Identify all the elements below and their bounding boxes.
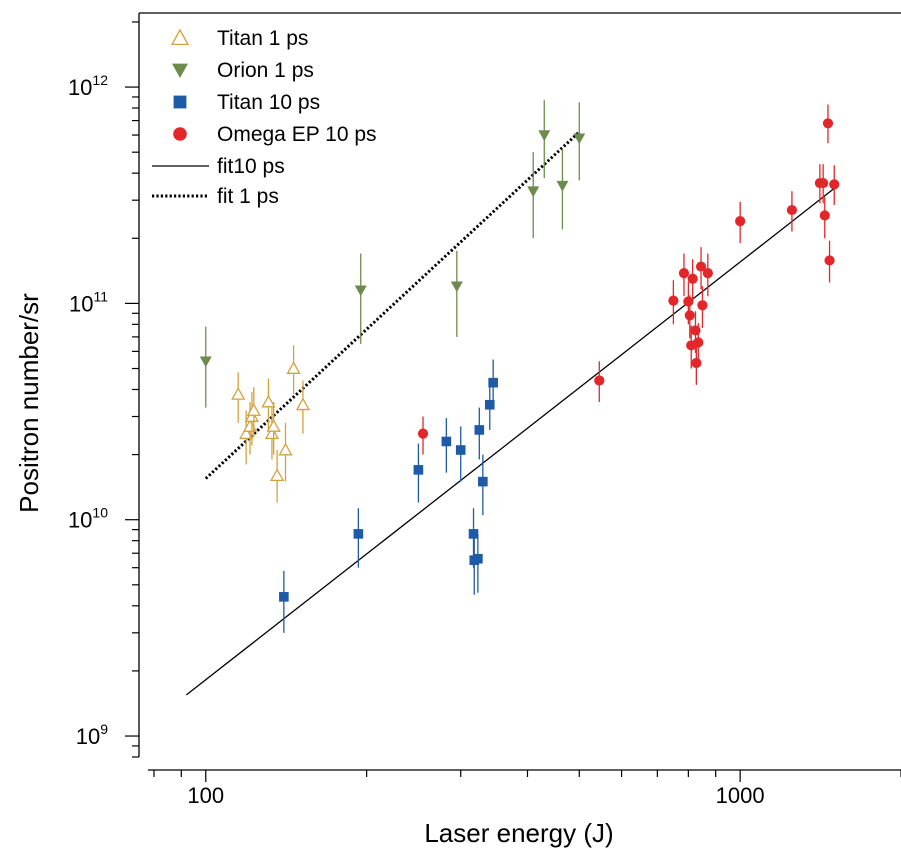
y-tick-label: 1012 xyxy=(68,72,108,100)
titan-10ps-marker xyxy=(473,553,483,564)
y-tick-label: 109 xyxy=(76,721,108,749)
data-series xyxy=(199,100,840,633)
x-axis-title: Laser energy (J) xyxy=(424,818,613,848)
fit-10ps-line xyxy=(186,187,835,696)
legend-label: fit 1 ps xyxy=(217,185,279,208)
orion-1ps-marker xyxy=(450,281,463,293)
orion-1ps-marker xyxy=(354,285,367,297)
orion-1ps-marker xyxy=(538,130,551,142)
titan-1ps-marker xyxy=(286,361,301,374)
titan-10ps-marker xyxy=(478,476,488,487)
orion-1ps-marker xyxy=(172,63,188,78)
omega-ep-10ps-marker xyxy=(173,127,187,141)
titan-1ps-marker xyxy=(278,442,293,456)
titan-10ps-marker xyxy=(173,95,187,109)
x-tick-label: 100 xyxy=(187,783,224,808)
titan-10ps-marker xyxy=(353,529,364,539)
y-tick-label: 1010 xyxy=(68,505,108,533)
legend: Titan 1 ps Orion 1 ps Titan 10 ps Omega EP … xyxy=(152,27,377,208)
x-tick-label: 1000 xyxy=(716,783,765,808)
titan-1ps-marker xyxy=(264,426,280,440)
titan-1ps-marker xyxy=(170,28,190,46)
series-titan-10-ps xyxy=(279,359,498,633)
omega-ep-10ps-marker xyxy=(786,204,798,216)
titan-1ps-marker xyxy=(231,386,246,400)
titan-1ps-marker xyxy=(295,397,311,411)
omega-ep-10ps-marker xyxy=(668,295,679,306)
omega-ep-10ps-marker xyxy=(697,300,708,311)
titan-1ps-marker xyxy=(266,419,281,432)
titan-10ps-marker xyxy=(484,399,495,410)
series-titan-1-ps xyxy=(231,345,311,503)
omega-ep-10ps-marker xyxy=(822,118,834,129)
x-axis: 100 1000 xyxy=(148,769,901,808)
orion-1ps-marker xyxy=(556,180,569,192)
titan-10ps-marker xyxy=(488,377,498,388)
omega-ep-10ps-marker xyxy=(695,261,707,272)
legend-label: Omega EP 10 ps xyxy=(217,123,377,146)
omega-ep-10ps-marker xyxy=(829,179,840,190)
titan-10ps-marker xyxy=(441,436,452,447)
omega-ep-10ps-marker xyxy=(417,428,429,439)
legend-label: Orion 1 ps xyxy=(217,59,314,82)
series-orion-1-ps xyxy=(199,100,586,408)
orion-1ps-marker xyxy=(527,186,540,198)
titan-10ps-marker xyxy=(455,445,466,455)
omega-ep-10ps-marker xyxy=(691,357,702,369)
omega-ep-10ps-marker xyxy=(735,216,746,227)
legend-label: Titan 1 ps xyxy=(217,27,308,50)
omega-ep-10ps-marker xyxy=(683,296,694,307)
omega-ep-10ps-marker xyxy=(824,255,835,266)
titan-1ps-marker xyxy=(270,468,285,482)
y-axis-title: Positron number/sr xyxy=(14,293,44,513)
series-omega-ep-10-ps xyxy=(417,104,840,455)
orion-1ps-marker xyxy=(573,133,586,145)
titan-1ps-marker xyxy=(261,394,276,408)
omega-ep-10ps-marker xyxy=(702,268,713,279)
titan-1ps-marker xyxy=(246,403,261,416)
omega-ep-10ps-marker xyxy=(818,177,829,189)
titan-10ps-marker xyxy=(474,425,485,435)
legend-label: fit10 ps xyxy=(217,155,285,178)
titan-10ps-marker xyxy=(279,592,289,602)
fit-1ps-line xyxy=(204,130,581,480)
omega-ep-10ps-marker xyxy=(594,375,605,386)
y-axis: 109 1010 1011 1012 xyxy=(68,21,139,758)
omega-ep-10ps-marker xyxy=(687,273,698,284)
omega-ep-10ps-marker xyxy=(693,337,704,348)
omega-ep-10ps-marker xyxy=(678,268,690,279)
omega-ep-10ps-marker xyxy=(819,210,830,221)
omega-ep-10ps-marker xyxy=(690,325,701,336)
legend-label: Titan 10 ps xyxy=(217,91,320,114)
titan-1ps-marker xyxy=(242,419,258,432)
titan-10ps-marker xyxy=(468,529,479,539)
titan-10ps-marker xyxy=(413,465,424,475)
titan-1ps-marker xyxy=(239,426,254,440)
orion-1ps-marker xyxy=(199,356,212,368)
omega-ep-10ps-marker xyxy=(684,310,695,321)
titan-1ps-marker xyxy=(244,409,260,422)
y-tick-label: 1011 xyxy=(69,288,108,316)
